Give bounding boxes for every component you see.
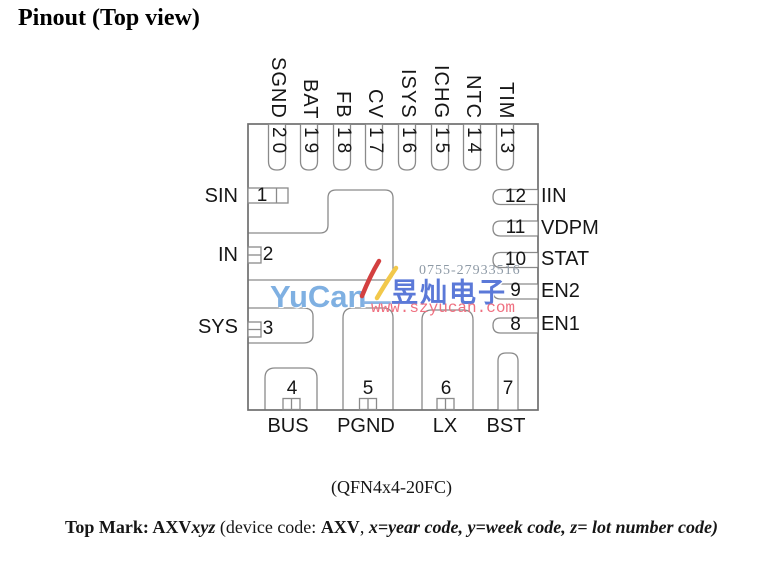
pin-20-number: 20 <box>268 127 289 159</box>
pin-8-label: EN1 <box>541 313 580 335</box>
pin-20-label: SGND <box>267 57 289 119</box>
pin-12-label: IIN <box>541 185 567 207</box>
pin-13-pad <box>495 124 515 171</box>
pin-7-pad <box>497 352 519 410</box>
pin-9-pad <box>492 283 538 300</box>
pin-10-pad <box>492 251 538 269</box>
pin-13-number: 13 <box>496 127 517 159</box>
pad-sys-shape <box>248 307 314 344</box>
pin-1-pad <box>247 187 289 204</box>
pin-8-pad <box>492 317 538 334</box>
pin-15-number: 15 <box>431 127 452 159</box>
pad-bus-shape <box>264 367 318 410</box>
watermark-site-url: www.szyucan.com <box>371 299 516 317</box>
top-mark-device-code-text: (device code: <box>215 517 321 537</box>
pin-12-pad <box>492 188 538 206</box>
pin-8-number: 8 <box>510 314 521 335</box>
pin-14-label: NTC <box>462 74 484 119</box>
pin-3-number: 3 <box>262 318 274 339</box>
watermark-brand: YuCan <box>270 279 367 314</box>
pin-11-pad <box>492 220 538 237</box>
top-mark-note: Top Mark: AXVxyz (device code: AXV, x=ye… <box>0 518 783 536</box>
pin-5-number: 5 <box>362 378 374 399</box>
pin-19-number: 19 <box>300 127 321 159</box>
top-mark-bold: Top Mark: AXV <box>65 517 192 537</box>
pin-1-number: 1 <box>256 185 268 206</box>
chip-outline <box>247 123 539 411</box>
pin-18-number: 18 <box>333 127 354 159</box>
watermark-cjk-text: 昱灿电子 <box>391 278 507 308</box>
pin-14-pad <box>462 124 482 171</box>
pin-10-number: 10 <box>504 249 527 270</box>
pad-lx-shape <box>421 309 474 410</box>
top-mark-codes-legend: x=year code, y=week code, z= lot number … <box>368 517 718 537</box>
pin-17-label: CV <box>364 89 386 119</box>
pin-13-label: TIM <box>495 81 517 119</box>
pin-2-number: 2 <box>262 244 274 265</box>
pin-11-number: 11 <box>505 217 526 238</box>
pin-4-number: 4 <box>286 378 298 399</box>
pin-11-label: VDPM <box>541 217 599 239</box>
pin-15-pad <box>430 124 450 171</box>
pin-19-pad <box>299 124 319 171</box>
page-title: Pinout (Top view) <box>18 5 200 31</box>
pin-14-number: 14 <box>463 127 484 159</box>
pin-5-label: PGND <box>337 415 395 437</box>
pin-17-number: 17 <box>365 127 386 159</box>
pin-20-pad <box>267 124 287 171</box>
top-mark-comma: , <box>359 517 369 537</box>
pin-2-label: IN <box>218 244 238 266</box>
pin-18-label: FB <box>332 91 354 119</box>
top-mark-xyz: xyz <box>191 517 216 537</box>
pin-18-pad <box>332 124 352 171</box>
watermark-phone: 0755-27933516 <box>419 263 521 278</box>
pin-9-number: 9 <box>510 280 521 301</box>
pin-7-label: BST <box>486 415 526 437</box>
watermark-dash: — <box>363 285 391 316</box>
pin-1-label: SIN <box>204 185 238 207</box>
pin-10-label: STAT <box>541 248 590 270</box>
pin-16-number: 16 <box>398 127 419 159</box>
pin-15-label: ICHG <box>430 65 452 119</box>
pin-12-number: 12 <box>504 186 527 207</box>
pin-4-label: BUS <box>267 415 309 437</box>
pin-17-pad <box>364 124 384 171</box>
pin-19-label: BAT <box>299 78 321 119</box>
pin-7-number: 7 <box>502 378 514 399</box>
pin-16-label: ISYS <box>397 69 419 119</box>
pin-6-label: LX <box>432 415 458 437</box>
pin-6-number: 6 <box>440 378 452 399</box>
top-mark-device-code: AXV <box>320 517 360 537</box>
pad-pgnd-shape <box>342 307 394 410</box>
pin-16-pad <box>397 124 417 171</box>
pin-9-label: EN2 <box>541 280 580 302</box>
watermark-brush-icon <box>359 258 399 301</box>
package-caption: (QFN4x4-20FC) <box>330 477 452 497</box>
pin-3-label: SYS <box>197 316 238 338</box>
